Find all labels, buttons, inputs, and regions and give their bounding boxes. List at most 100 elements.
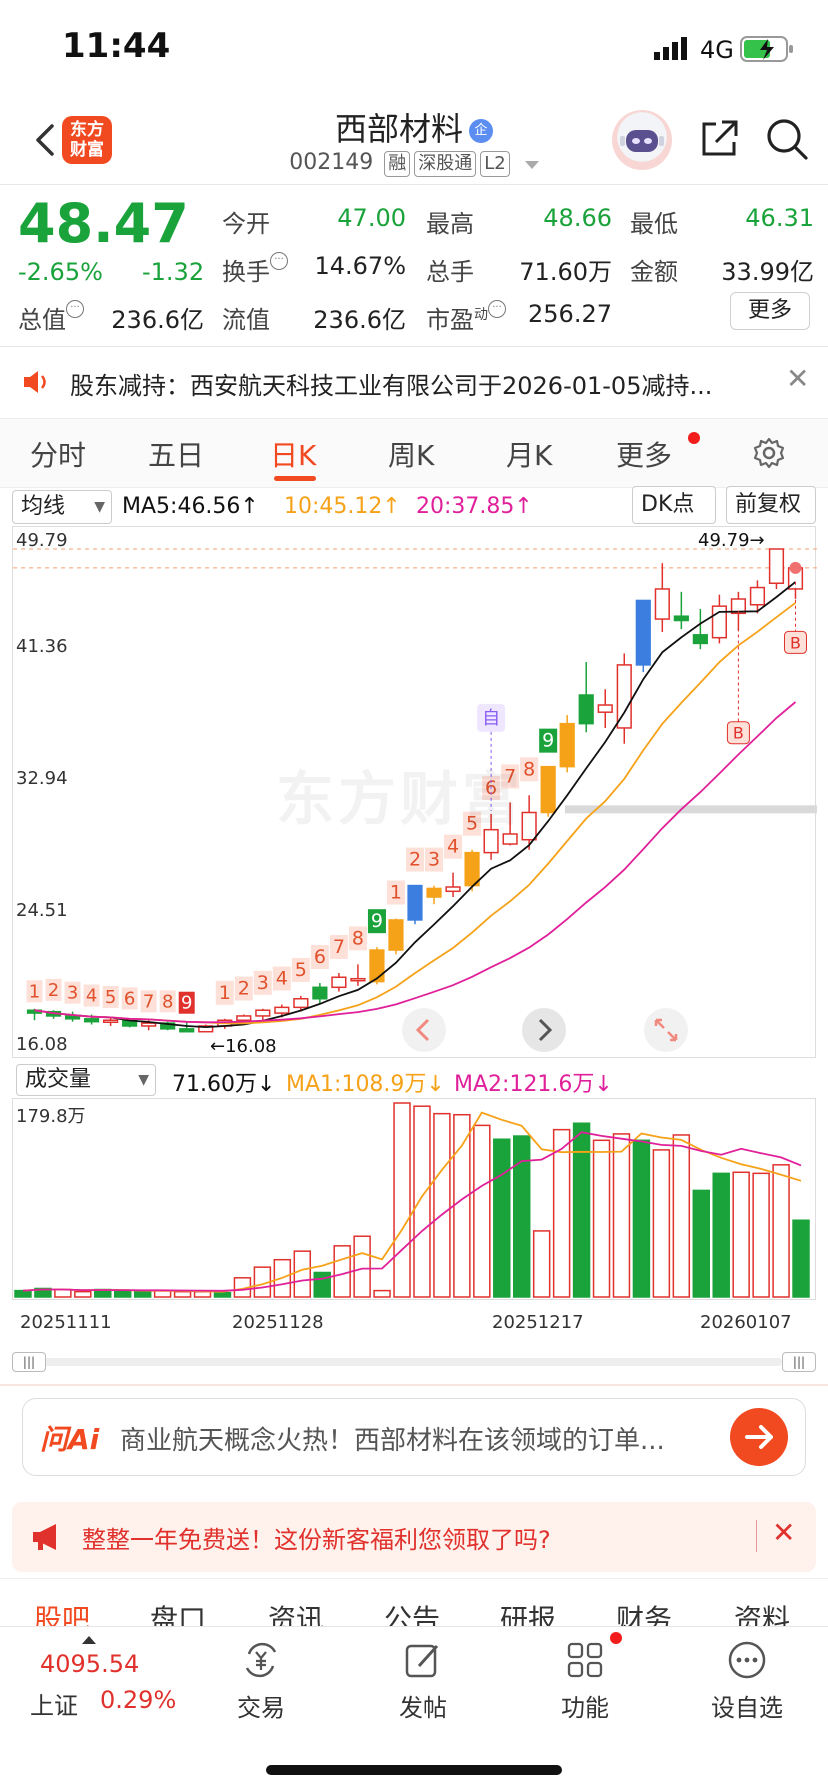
candle-body (692, 634, 708, 645)
ai-prompt-text[interactable]: 商业航天概念火热！西部材料在该领域的订单... (120, 1426, 665, 1456)
td-count-box (215, 980, 234, 1005)
dk-point-button[interactable]: DK点 (632, 486, 716, 524)
current-price-dot (789, 561, 802, 574)
adjust-button[interactable]: 前复权 (726, 486, 816, 524)
candle-body (369, 949, 385, 983)
price-axis-label: 41.36 (16, 636, 68, 657)
more-quote-button[interactable]: 更多 (730, 292, 810, 330)
float-cap-label: 流值 (222, 306, 270, 334)
candle-body (274, 1006, 290, 1014)
tab-monthly-k[interactable]: 月K (506, 439, 553, 472)
candle-body (388, 919, 404, 951)
candle-body (312, 986, 328, 1000)
arrow-right-icon[interactable] (730, 1408, 788, 1466)
market-cap-label[interactable]: 总值 ··· (18, 300, 84, 335)
td-count-label: 7 (143, 991, 154, 1012)
volume-bar (672, 1134, 691, 1298)
volume-bar (712, 1172, 730, 1298)
promo-text[interactable]: 整整一年免费送！这份新客福利您领取了吗? (82, 1526, 551, 1554)
nav-label: 发帖 (399, 1694, 447, 1722)
candle-body (635, 599, 651, 666)
high-marker: 49.79→ (698, 530, 765, 551)
stock-code: 002149 (289, 150, 374, 175)
volume-bar (54, 1288, 72, 1298)
td-count-label: 3 (428, 849, 440, 871)
share-icon[interactable] (696, 116, 742, 162)
stock-subtitle[interactable]: 002149 融深股通 L2 (0, 150, 828, 177)
tab-five-day[interactable]: 五日 (148, 439, 205, 472)
assistant-robot-icon[interactable] (612, 110, 672, 170)
watermark: 东方财富 (276, 765, 525, 833)
tab-intraday[interactable]: 分时 (30, 439, 87, 472)
nav-add-watchlist[interactable]: 设自选 (692, 1640, 802, 1723)
low-label: 最低 (630, 210, 678, 238)
td-count-label: 5 (295, 959, 307, 981)
chart-next-button[interactable] (522, 1008, 566, 1052)
nav-functions[interactable]: 功能 (530, 1640, 640, 1723)
td-count-label: 1 (390, 882, 402, 904)
index-up-arrow-icon (82, 1630, 96, 1649)
volume-selector[interactable]: 成交量 ▼ (16, 1064, 156, 1096)
tab-more[interactable]: 更多 (616, 439, 673, 472)
close-icon[interactable]: ✕ (786, 362, 810, 395)
ai-ask-bar[interactable] (22, 1398, 806, 1476)
close-icon[interactable]: ✕ (772, 1516, 796, 1549)
turnover-label[interactable]: 换手 ··· (222, 252, 288, 287)
volume-bar (572, 1122, 591, 1298)
volume-bar (113, 1289, 132, 1298)
chart-scrollbar[interactable]: ||| ||| (12, 1352, 816, 1372)
volume-bar (592, 1139, 611, 1298)
index-value[interactable]: 4095.54 (40, 1650, 140, 1678)
tag-margin: 融 (384, 151, 411, 177)
scroll-handle-right[interactable]: ||| (782, 1352, 816, 1372)
volume-bar (34, 1287, 52, 1298)
volume-bar (133, 1290, 152, 1298)
candle-body (179, 1028, 195, 1033)
buy-signal-box (726, 721, 750, 745)
scroll-track (42, 1358, 782, 1366)
candle-body (255, 1009, 271, 1017)
candle-body (616, 664, 632, 729)
signal-bars-icon (654, 36, 694, 62)
nav-post[interactable]: 发帖 (368, 1640, 478, 1723)
info-icon: ··· (270, 252, 288, 270)
candle-body (103, 1019, 119, 1024)
low-value: 46.31 (745, 204, 814, 232)
notice-text[interactable]: 股东减持：西安航天科技工业有限公司于2026-01-05减持... (70, 372, 713, 400)
chart-prev-button[interactable] (402, 1008, 446, 1052)
tab-weekly-k[interactable]: 周K (388, 439, 435, 472)
date-label: 20251111 (20, 1312, 112, 1333)
index-change[interactable]: 0.29% (100, 1686, 177, 1714)
market-cap-value: 236.6亿 (111, 306, 204, 334)
scroll-handle-left[interactable]: ||| (12, 1352, 46, 1372)
search-icon[interactable] (764, 116, 810, 162)
index-name[interactable]: 上证 (30, 1692, 78, 1720)
home-indicator (266, 1765, 562, 1775)
tab-daily-k[interactable]: 日K (270, 439, 317, 472)
settings-gear-icon[interactable] (752, 436, 786, 470)
candle-body (559, 722, 575, 768)
volume-chart[interactable] (12, 1098, 816, 1300)
pe-label[interactable]: 市盈动 ··· (426, 300, 506, 335)
header-divider (0, 184, 828, 185)
info-icon: ··· (66, 300, 84, 318)
volume-bar (632, 1139, 651, 1298)
back-icon[interactable] (26, 120, 66, 160)
candle-body (540, 765, 556, 814)
promo-banner[interactable] (12, 1502, 816, 1572)
high-value: 48.66 (543, 204, 612, 232)
period-tab-bar (0, 418, 828, 488)
nav-trade[interactable]: 交易 (206, 1640, 316, 1723)
ma5-line (34, 581, 797, 1029)
candle-body (64, 1015, 81, 1020)
fullscreen-icon[interactable] (644, 1008, 688, 1052)
td-count-box (463, 811, 482, 836)
volume-bar (732, 1171, 750, 1298)
td-count-box (367, 909, 386, 934)
volume-axis-max: 179.8万 (16, 1106, 86, 1127)
high-label: 最高 (426, 210, 474, 238)
change-amount: -1.32 (142, 258, 205, 286)
td-count-label: 2 (238, 978, 250, 1000)
ma-selector[interactable]: 均线 ▼ (12, 490, 112, 524)
